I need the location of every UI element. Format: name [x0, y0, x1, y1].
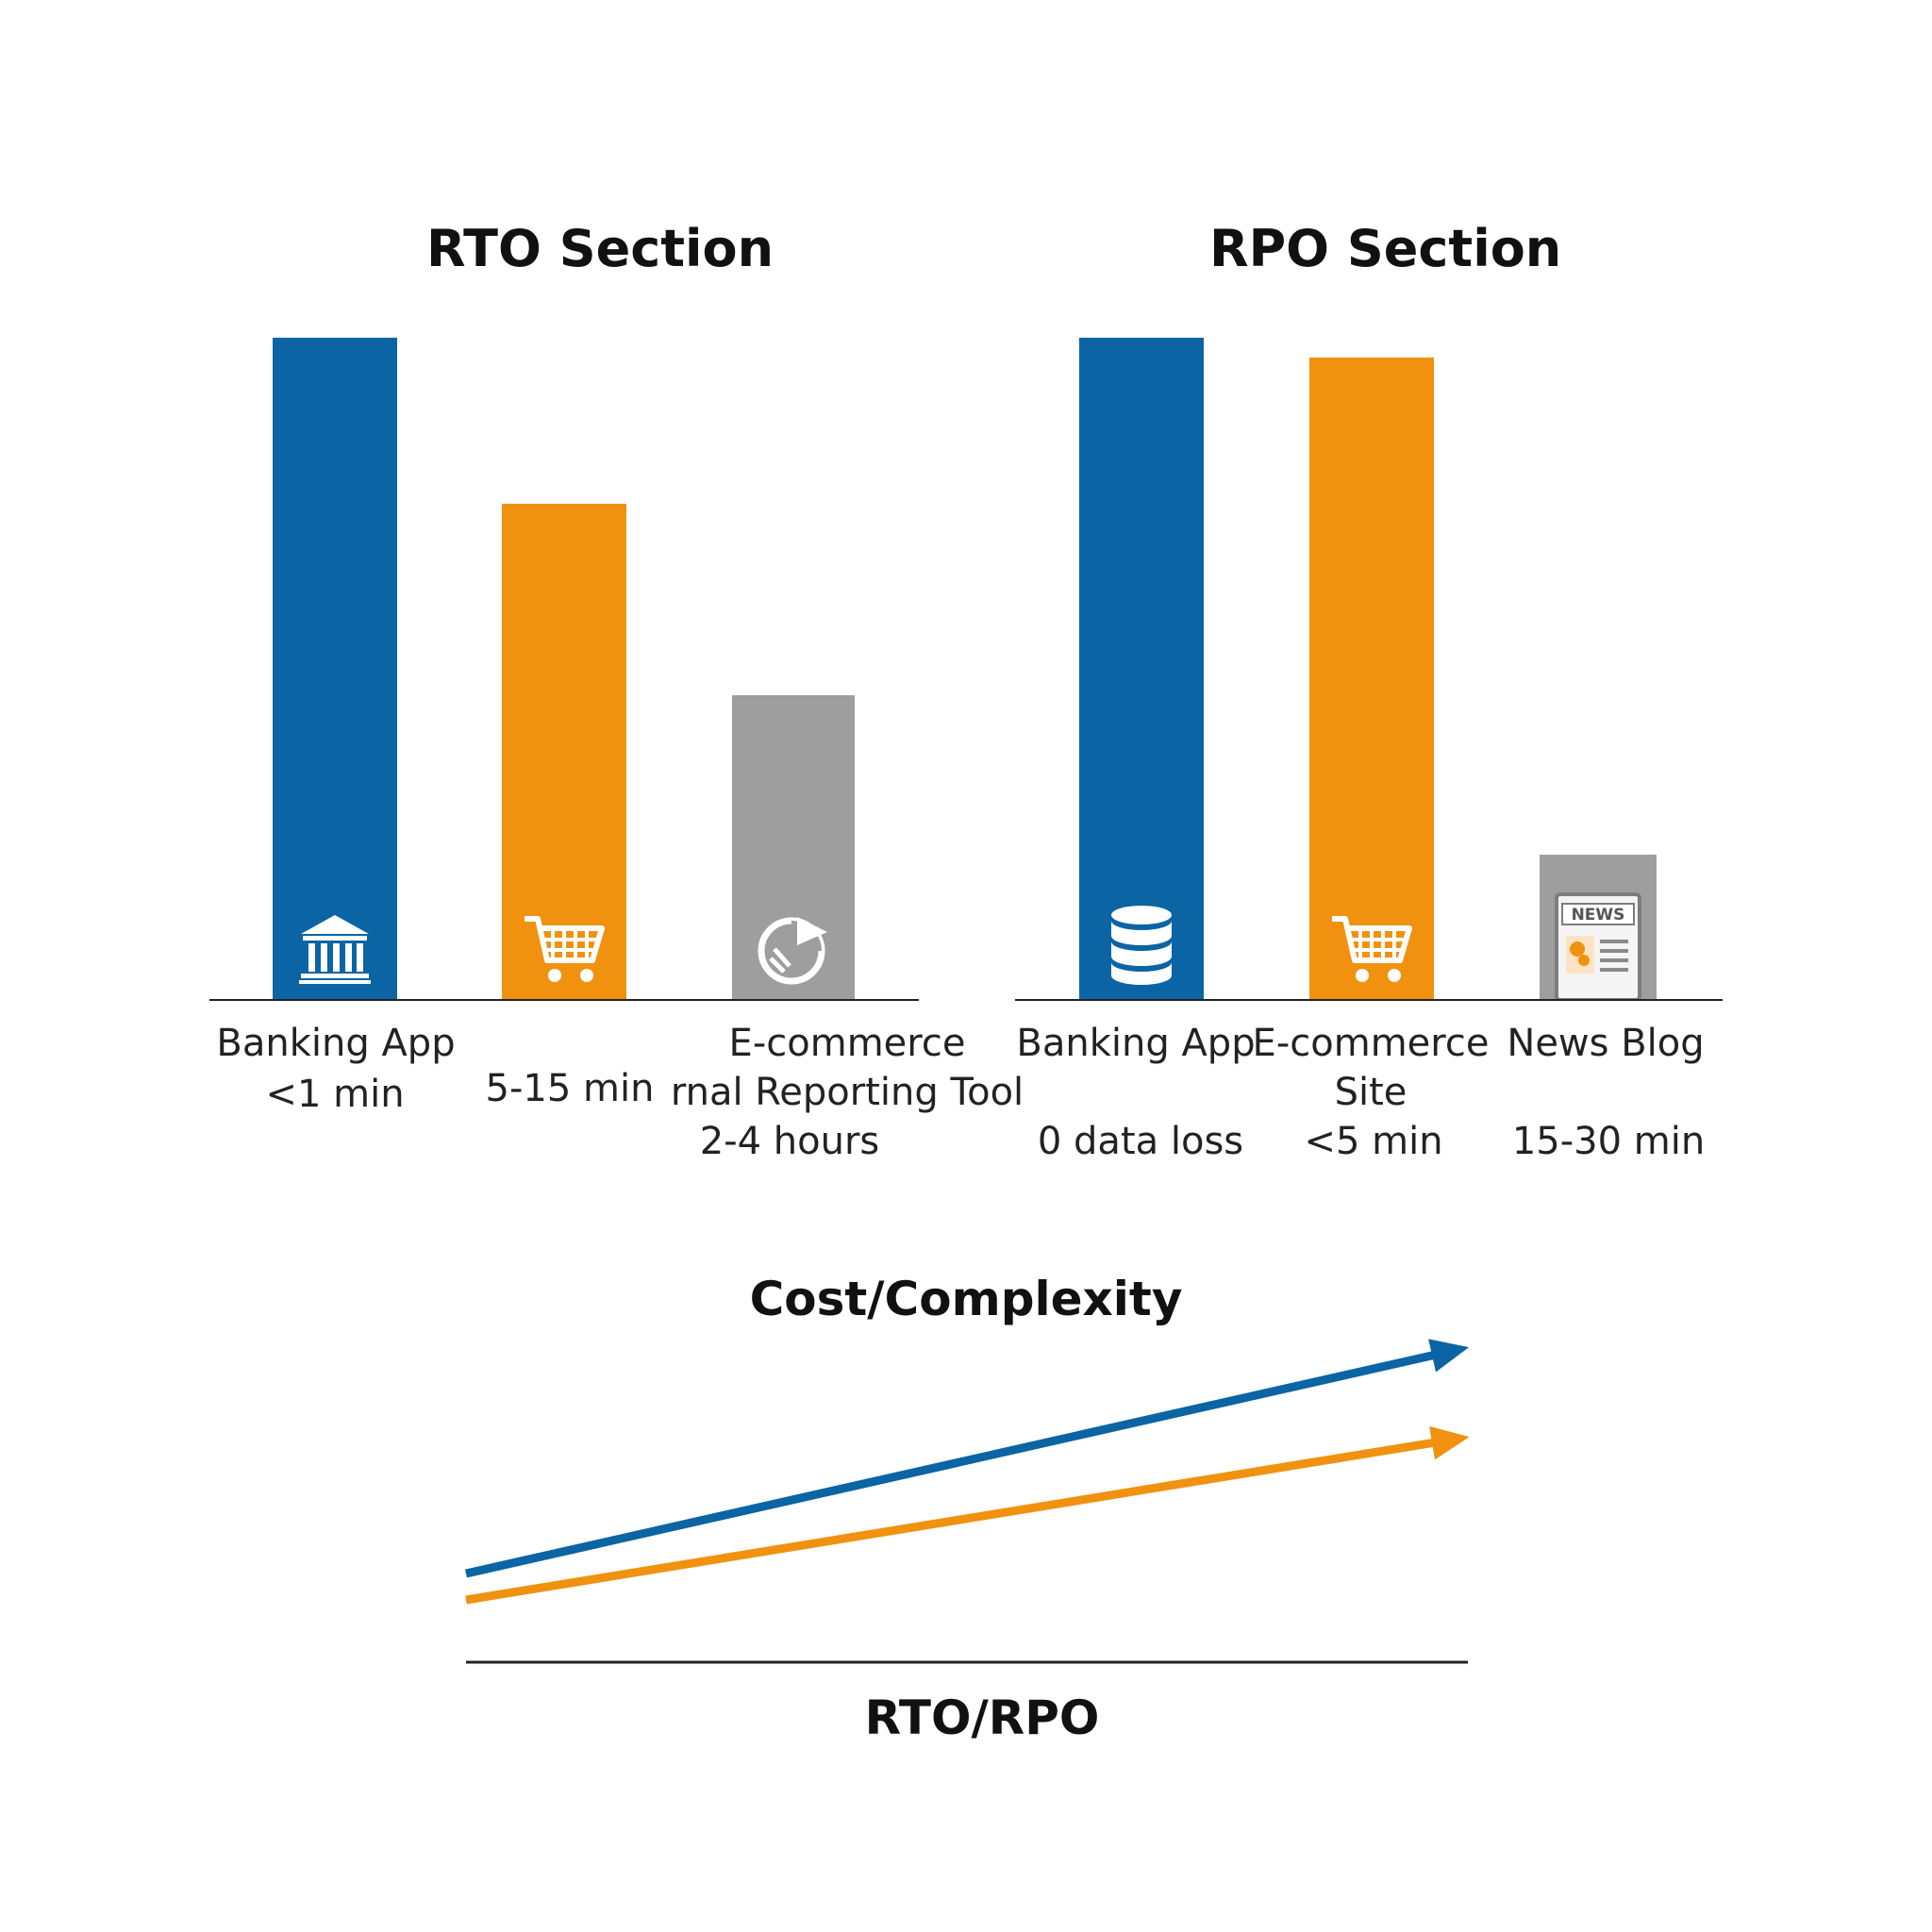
rpo-value-label: 15-30 min: [1511, 1120, 1706, 1163]
trend-line-2: [465, 1438, 1437, 1605]
rpo-section-title: RPO Section: [1209, 219, 1562, 278]
rto-category-label: E-commerce rnal Reporting Tool: [670, 1022, 1024, 1114]
rpo-bar-news-blog: NEWS: [1540, 854, 1657, 1000]
rpo-value-label: 0 data loss: [1037, 1120, 1244, 1163]
news-icon: NEWS: [1540, 889, 1657, 1000]
trend-arrowhead-2: [1429, 1425, 1470, 1460]
rto-bar-ecommerce: [502, 503, 626, 1000]
cost-complexity-title: Cost/Complexity: [749, 1272, 1183, 1326]
rpo-bar-banking-app: [1079, 338, 1204, 1000]
rpo-x-axis: [1015, 999, 1723, 1001]
rto-section-title: RTO Section: [426, 219, 774, 278]
report-icon: [732, 911, 855, 987]
trend-line-1: [465, 1350, 1437, 1578]
rto-value-label: 2-4 hours: [699, 1120, 880, 1163]
rto-bar-reporting-tool: [732, 695, 855, 1000]
rpo-bar-ecommerce-site: [1309, 358, 1434, 1000]
trend-arrowhead-1: [1428, 1339, 1470, 1373]
bank-icon: [273, 911, 397, 987]
rto-value-label: 5-15 min: [485, 1067, 655, 1110]
cart-icon: [502, 911, 626, 987]
cart-icon: [1309, 911, 1434, 987]
rpo-value-label: <5 min: [1304, 1120, 1443, 1163]
news-icon-text: NEWS: [1572, 906, 1625, 924]
rto-category-label: Banking App: [216, 1022, 456, 1065]
rpo-category-label: Banking App: [1016, 1022, 1256, 1065]
rto-bar-banking-app: [273, 338, 397, 1000]
rpo-category-label: E-commerce Site: [1252, 1022, 1490, 1114]
database-icon: [1079, 904, 1204, 987]
rto-x-axis: [209, 999, 919, 1001]
rpo-category-label: News Blog: [1507, 1022, 1705, 1065]
rto-value-label: <1 min: [265, 1073, 405, 1116]
rto-rpo-axis-title: RTO/RPO: [864, 1690, 1100, 1745]
